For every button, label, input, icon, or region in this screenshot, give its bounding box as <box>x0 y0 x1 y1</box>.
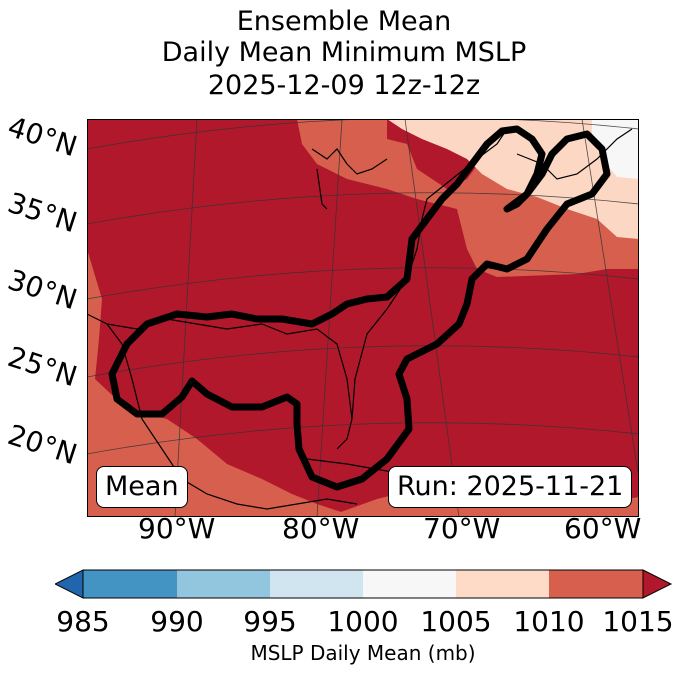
lat-label-35n: 35°N <box>3 186 82 240</box>
field-1010-southwest <box>87 249 372 517</box>
lon-label-80w: 80°W <box>282 512 360 545</box>
colorbar-tick-990: 990 <box>150 605 204 638</box>
graticule-lat-20 <box>87 422 639 455</box>
lon-label-70w: 70°W <box>423 512 501 545</box>
colorbar <box>55 569 673 599</box>
pressure-map <box>87 119 639 517</box>
colorbar-seg-990 <box>177 570 270 598</box>
lat-label-30n: 30°N <box>3 263 82 317</box>
graticule-lat-40 <box>87 119 639 150</box>
graticule-lon-70 <box>404 119 460 517</box>
colorbar-seg-995 <box>270 570 363 598</box>
colorbar-tick-995: 995 <box>243 605 297 638</box>
graticule-lat-30 <box>87 267 639 300</box>
graticule-lon-60 <box>581 119 639 480</box>
colorbar-seg-1000 <box>363 570 456 598</box>
colorbar-label: MSLP Daily Mean (mb) <box>250 641 476 665</box>
colorbar-tick-1015: 1015 <box>602 605 674 638</box>
colorbar-tick-1000: 1000 <box>327 605 399 638</box>
lon-label-90w: 90°W <box>138 512 216 545</box>
colorbar-tick-985: 985 <box>56 605 110 638</box>
colorbar-seg-1005 <box>456 570 549 598</box>
title-line-3: 2025-12-09 12z-12z <box>207 70 481 101</box>
lat-label-40n: 40°N <box>3 110 82 164</box>
colorbar-tick-1010: 1010 <box>513 605 585 638</box>
map-frame <box>87 119 639 517</box>
run-date-box: Run: 2025-11-21 <box>388 466 633 508</box>
graticule-lat-35 <box>87 192 639 225</box>
title-line-1: Ensemble Mean <box>236 6 452 37</box>
colorbar-seg-1010 <box>549 570 643 598</box>
mean-label-box: Mean <box>96 466 188 508</box>
field-1000-northeast <box>592 119 639 179</box>
pressure-contour <box>108 125 611 491</box>
lat-label-25n: 25°N <box>3 340 82 394</box>
lat-label-20n: 20°N <box>3 418 82 472</box>
colorbar-tick-1005: 1005 <box>420 605 492 638</box>
colorbar-max-extend <box>642 569 673 599</box>
field-1005-northeast <box>387 119 639 239</box>
coastline-greatlakes <box>311 148 388 210</box>
title-line-2: Daily Mean Minimum MSLP <box>161 37 527 68</box>
lon-label-60w: 60°W <box>564 512 642 545</box>
colorbar-min-extend <box>55 569 84 599</box>
colorbar-seg-985 <box>83 570 177 598</box>
